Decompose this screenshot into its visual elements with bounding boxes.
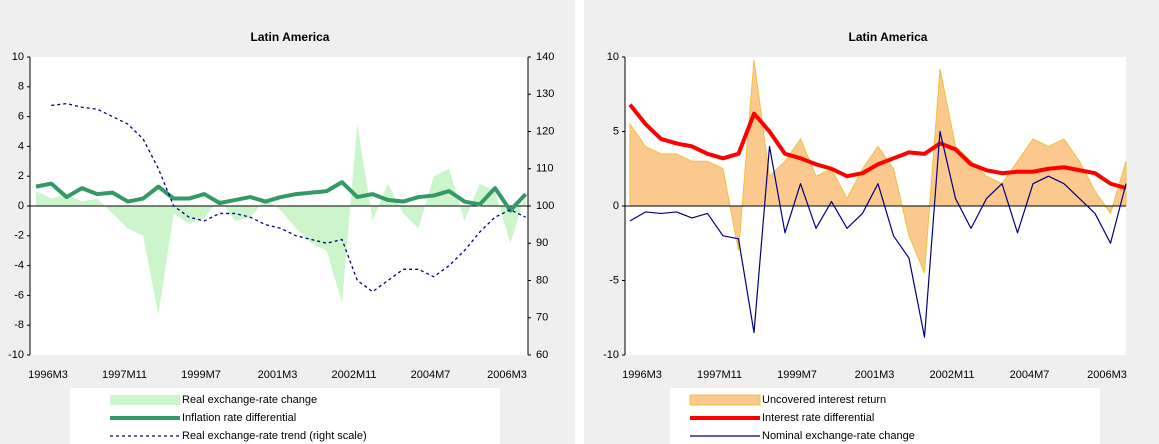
y-tick-label: 0 [613,200,619,212]
y2-tick-label: 110 [536,163,554,175]
legend-swatch [689,394,761,406]
x-tick-label: 2002M11 [929,369,974,381]
line [35,180,528,213]
y2-tick-label: 140 [536,51,554,63]
y2-tick-label: 60 [536,349,548,361]
y-tick-label: -5 [609,274,619,286]
x-tick-label: 1997M11 [102,369,147,381]
x-tick-label: 2004M7 [411,369,451,381]
x-tick-label: 2001M3 [855,369,895,381]
x-tick-label: 1996M3 [622,369,662,381]
y2-tick-label: 100 [536,200,554,212]
line [628,103,1127,191]
line [51,102,526,293]
legend-swatch [110,395,180,405]
legend-label: Nominal exchange-rate change [762,430,915,442]
x-tick-label: 1999M7 [777,369,817,381]
legend-label: Inflation rate differential [182,412,296,424]
y-tick-label: -6 [14,289,24,301]
chart-title: Latin America [251,30,330,44]
y2-tick-label: 120 [536,125,554,137]
y-tick-label: 6 [18,111,24,123]
y2-tick-label: 90 [536,237,548,249]
y-tick-label: 10 [12,51,24,63]
legend-label: Uncovered interest return [762,394,886,406]
y-tick-label: -10 [603,349,619,361]
y-tick-label: 8 [18,81,24,93]
x-tick-label: 1997M11 [697,369,742,381]
y2-tick-label: 70 [536,312,548,324]
legend-label: Real exchange-rate trend (right scale) [182,430,367,442]
legend-label: Interest rate differential [762,412,874,424]
y-tick-label: -2 [14,230,24,242]
legend-label: Real exchange-rate change [182,394,317,406]
x-tick-label: 2004M7 [1010,369,1050,381]
x-tick-label: 1999M7 [181,369,221,381]
x-tick-label: 2006M3 [487,369,527,381]
y2-tick-label: 130 [536,88,554,100]
y-tick-label: 5 [613,125,619,137]
y-tick-label: 2 [18,170,24,182]
chart-title: Latin America [849,30,928,44]
y-tick-label: 0 [18,200,24,212]
x-tick-label: 2006M3 [1087,369,1127,381]
line [629,130,1127,338]
y-tick-label: -8 [14,319,24,331]
y-tick-label: 10 [607,51,619,63]
area [36,124,526,315]
x-tick-label: 2001M3 [258,369,298,381]
y-tick-label: 4 [18,140,24,152]
y-tick-label: -4 [14,260,24,272]
x-tick-label: 2002M11 [331,369,376,381]
y-tick-label: -10 [8,349,24,361]
y2-tick-label: 80 [536,274,548,286]
x-tick-label: 1996M3 [28,369,68,381]
